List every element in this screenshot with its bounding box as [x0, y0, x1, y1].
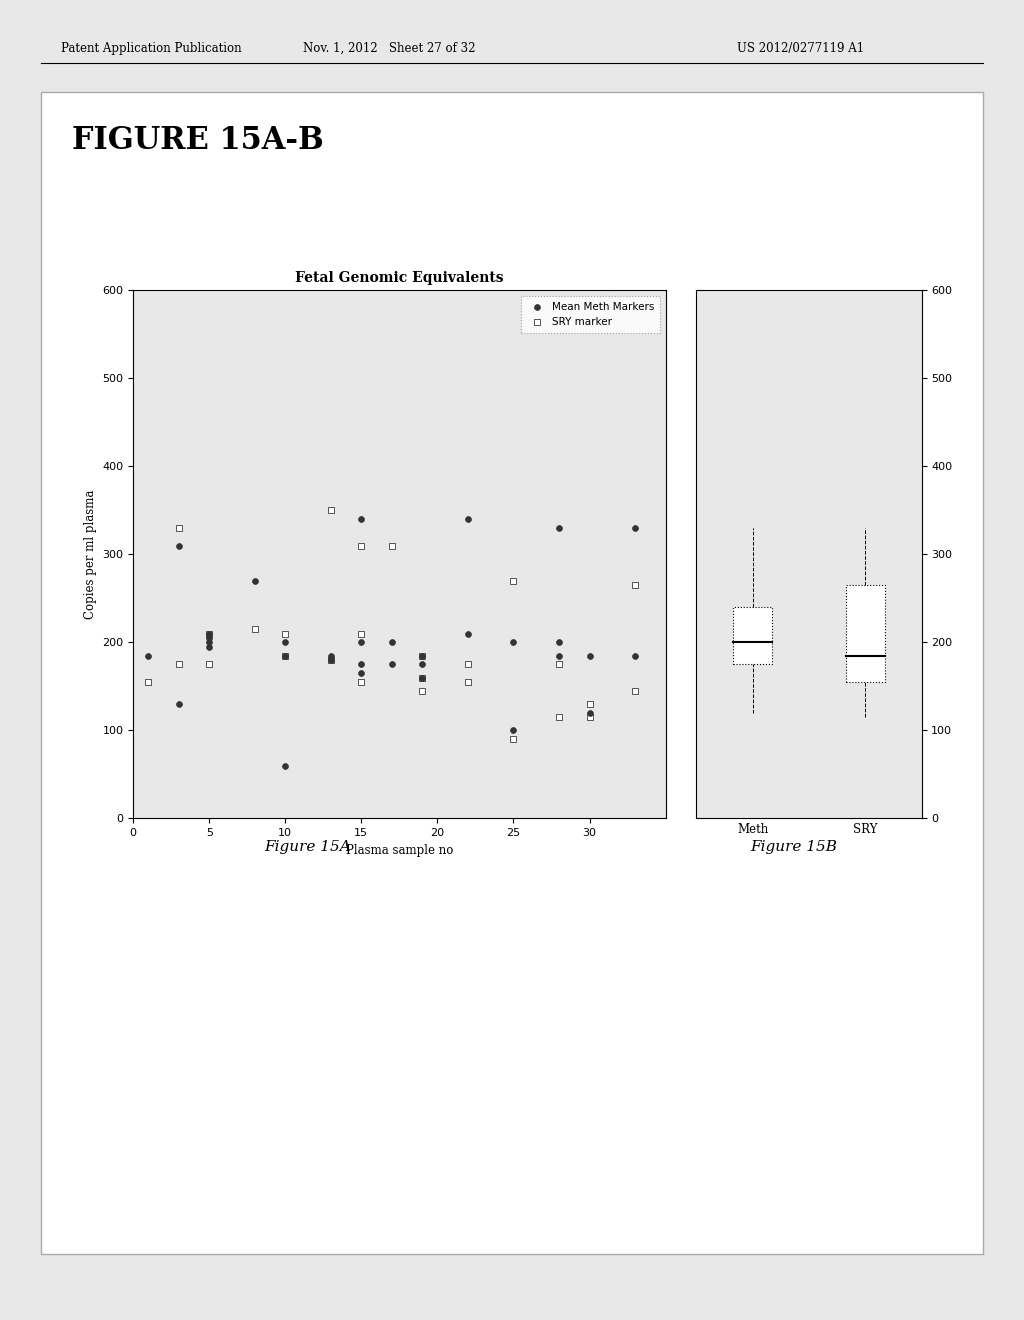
Text: FIGURE 15A-B: FIGURE 15A-B — [72, 125, 324, 156]
SRY marker — [414, 667, 430, 688]
Mean Meth Markers — [460, 623, 476, 644]
SRY marker — [140, 672, 157, 693]
Mean Meth Markers — [414, 667, 430, 688]
SRY marker — [323, 500, 339, 521]
SRY marker — [247, 619, 263, 640]
Mean Meth Markers — [353, 508, 370, 529]
SRY marker — [353, 535, 370, 556]
Mean Meth Markers — [384, 653, 400, 675]
Mean Meth Markers — [171, 693, 187, 714]
SRY marker — [551, 706, 567, 727]
SRY marker — [582, 693, 598, 714]
SRY marker — [460, 653, 476, 675]
Mean Meth Markers — [171, 535, 187, 556]
Mean Meth Markers — [323, 645, 339, 667]
Mean Meth Markers — [582, 645, 598, 667]
Mean Meth Markers — [505, 719, 521, 741]
SRY marker — [201, 653, 217, 675]
Mean Meth Markers — [201, 632, 217, 653]
Mean Meth Markers — [414, 645, 430, 667]
SRY marker — [278, 645, 294, 667]
Mean Meth Markers — [582, 702, 598, 723]
Mean Meth Markers — [201, 636, 217, 657]
Mean Meth Markers — [278, 632, 294, 653]
Mean Meth Markers — [201, 627, 217, 648]
SRY marker — [551, 653, 567, 675]
Mean Meth Markers — [140, 645, 157, 667]
Legend: Mean Meth Markers, SRY marker: Mean Meth Markers, SRY marker — [520, 296, 660, 334]
Mean Meth Markers — [353, 653, 370, 675]
SRY marker — [505, 570, 521, 591]
SRY marker — [353, 672, 370, 693]
X-axis label: Plasma sample no: Plasma sample no — [346, 843, 453, 857]
SRY marker — [171, 517, 187, 539]
SRY marker — [505, 729, 521, 750]
Mean Meth Markers — [278, 645, 294, 667]
Mean Meth Markers — [278, 755, 294, 776]
Mean Meth Markers — [505, 632, 521, 653]
Mean Meth Markers — [551, 517, 567, 539]
Mean Meth Markers — [247, 570, 263, 591]
Mean Meth Markers — [353, 663, 370, 684]
Text: Nov. 1, 2012   Sheet 27 of 32: Nov. 1, 2012 Sheet 27 of 32 — [303, 42, 475, 55]
SRY marker — [414, 680, 430, 701]
SRY marker — [171, 653, 187, 675]
Mean Meth Markers — [627, 645, 643, 667]
Text: Figure 15A: Figure 15A — [264, 841, 350, 854]
Text: US 2012/0277119 A1: US 2012/0277119 A1 — [737, 42, 864, 55]
SRY marker — [627, 680, 643, 701]
SRY marker — [582, 706, 598, 727]
Mean Meth Markers — [551, 645, 567, 667]
Mean Meth Markers — [551, 632, 567, 653]
Mean Meth Markers — [460, 508, 476, 529]
Bar — [846, 585, 885, 682]
Mean Meth Markers — [323, 649, 339, 671]
SRY marker — [278, 623, 294, 644]
SRY marker — [460, 672, 476, 693]
Mean Meth Markers — [353, 632, 370, 653]
Title: Fetal Genomic Equivalents: Fetal Genomic Equivalents — [295, 271, 504, 285]
SRY marker — [323, 649, 339, 671]
Mean Meth Markers — [201, 623, 217, 644]
SRY marker — [384, 535, 400, 556]
Mean Meth Markers — [414, 653, 430, 675]
SRY marker — [353, 623, 370, 644]
Text: Patent Application Publication: Patent Application Publication — [61, 42, 242, 55]
Mean Meth Markers — [384, 632, 400, 653]
Bar — [733, 607, 772, 664]
SRY marker — [201, 623, 217, 644]
SRY marker — [627, 574, 643, 595]
Y-axis label: Copies per ml plasma: Copies per ml plasma — [84, 490, 96, 619]
SRY marker — [414, 645, 430, 667]
Mean Meth Markers — [627, 517, 643, 539]
Text: Figure 15B: Figure 15B — [751, 841, 837, 854]
